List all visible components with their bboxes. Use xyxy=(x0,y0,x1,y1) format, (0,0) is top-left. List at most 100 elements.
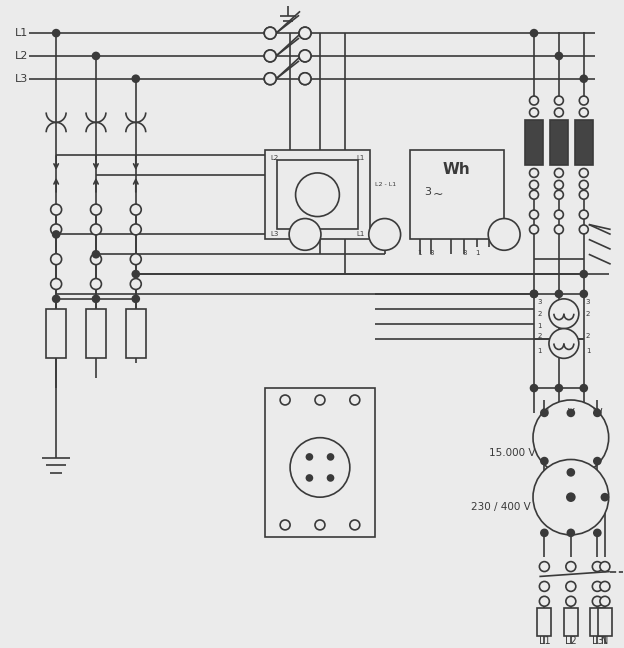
Bar xyxy=(598,608,612,636)
Circle shape xyxy=(132,75,139,82)
Circle shape xyxy=(132,295,139,303)
Circle shape xyxy=(52,231,60,238)
Circle shape xyxy=(554,108,563,117)
Circle shape xyxy=(51,224,62,235)
Text: 2: 2 xyxy=(586,332,590,338)
Text: 1: 1 xyxy=(586,349,590,354)
Text: 3: 3 xyxy=(429,250,434,256)
Circle shape xyxy=(51,204,62,215)
Circle shape xyxy=(579,96,588,105)
Text: A: A xyxy=(381,229,389,239)
Circle shape xyxy=(549,329,579,358)
Circle shape xyxy=(299,27,311,39)
Circle shape xyxy=(51,254,62,264)
Circle shape xyxy=(580,385,587,391)
Circle shape xyxy=(328,475,333,481)
Circle shape xyxy=(555,290,562,297)
Circle shape xyxy=(530,290,537,297)
Circle shape xyxy=(549,299,579,329)
Circle shape xyxy=(350,520,360,530)
Bar xyxy=(575,121,593,165)
Circle shape xyxy=(264,73,276,85)
Bar xyxy=(126,309,146,358)
Circle shape xyxy=(530,225,539,234)
Circle shape xyxy=(299,50,311,62)
Text: 3: 3 xyxy=(586,299,590,305)
Circle shape xyxy=(132,271,139,277)
Text: 15.000 V: 15.000 V xyxy=(489,448,536,457)
Text: 1: 1 xyxy=(475,250,479,256)
Text: V: V xyxy=(301,229,310,239)
Circle shape xyxy=(52,30,60,36)
Circle shape xyxy=(554,225,563,234)
Circle shape xyxy=(299,50,311,62)
Circle shape xyxy=(130,279,141,290)
Circle shape xyxy=(530,191,539,199)
Circle shape xyxy=(579,108,588,117)
Circle shape xyxy=(530,385,537,391)
Circle shape xyxy=(264,27,276,39)
Circle shape xyxy=(567,469,574,476)
Text: L1: L1 xyxy=(356,231,365,237)
Circle shape xyxy=(539,581,549,592)
Circle shape xyxy=(594,410,601,417)
Text: W: W xyxy=(593,408,602,418)
Text: L1: L1 xyxy=(356,155,365,161)
Circle shape xyxy=(555,385,562,391)
Circle shape xyxy=(555,52,562,60)
Bar xyxy=(86,309,106,358)
Text: 230 / 400 V: 230 / 400 V xyxy=(471,502,531,512)
Text: U: U xyxy=(541,408,548,418)
Circle shape xyxy=(566,581,576,592)
Circle shape xyxy=(299,27,311,39)
Circle shape xyxy=(594,457,601,465)
Text: L2: L2 xyxy=(16,51,29,61)
Circle shape xyxy=(280,395,290,405)
Bar xyxy=(409,150,504,239)
Circle shape xyxy=(579,225,588,234)
Circle shape xyxy=(554,180,563,189)
Text: L1: L1 xyxy=(539,636,550,646)
Circle shape xyxy=(533,459,608,535)
Circle shape xyxy=(328,454,333,460)
Circle shape xyxy=(350,395,360,405)
Circle shape xyxy=(592,562,602,572)
Circle shape xyxy=(580,271,587,277)
Circle shape xyxy=(541,529,548,537)
Text: A: A xyxy=(500,229,509,239)
Text: 1: 1 xyxy=(537,323,542,329)
Text: V: V xyxy=(568,408,574,418)
Circle shape xyxy=(296,173,339,216)
Text: L2: L2 xyxy=(270,155,278,161)
Bar xyxy=(265,150,370,239)
Text: N: N xyxy=(601,636,608,646)
Bar xyxy=(564,608,578,636)
Circle shape xyxy=(530,108,539,117)
Circle shape xyxy=(600,596,610,607)
Circle shape xyxy=(130,204,141,215)
Circle shape xyxy=(51,279,62,290)
Text: 3: 3 xyxy=(537,299,542,305)
Text: 3: 3 xyxy=(424,187,431,197)
Circle shape xyxy=(369,218,401,250)
Text: 2: 2 xyxy=(586,311,590,317)
Text: L2: L2 xyxy=(565,636,577,646)
Circle shape xyxy=(264,27,276,39)
Bar xyxy=(525,121,543,165)
Text: 1: 1 xyxy=(537,349,542,354)
Circle shape xyxy=(92,295,99,303)
Circle shape xyxy=(289,218,321,250)
Circle shape xyxy=(264,50,276,62)
Circle shape xyxy=(579,191,588,199)
Circle shape xyxy=(90,279,102,290)
Circle shape xyxy=(554,191,563,199)
Bar xyxy=(265,388,375,537)
Circle shape xyxy=(90,204,102,215)
Circle shape xyxy=(92,251,99,258)
Circle shape xyxy=(530,30,537,36)
Circle shape xyxy=(130,254,141,264)
Circle shape xyxy=(306,454,313,460)
Text: 2: 2 xyxy=(538,332,542,338)
Circle shape xyxy=(566,596,576,607)
Text: L3: L3 xyxy=(592,636,603,646)
